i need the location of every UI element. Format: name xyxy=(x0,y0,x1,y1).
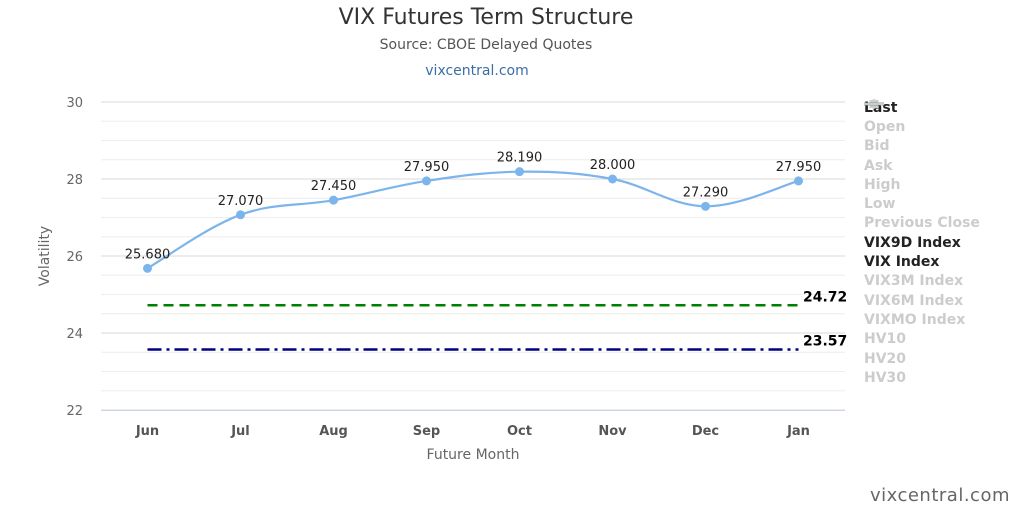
legend-label: VIX9D Index xyxy=(864,234,961,251)
legend-label: VIX Index xyxy=(864,254,940,271)
y-tick-label: 28 xyxy=(66,173,83,188)
vix-index-value-label: 24.72 xyxy=(803,289,847,305)
legend-item-vix9d-index[interactable]: VIX9D Index xyxy=(864,102,980,252)
legend-label: Low xyxy=(864,196,896,213)
y-tick-label: 22 xyxy=(66,404,83,419)
legend-item-low[interactable]: Low xyxy=(864,99,980,213)
x-tick-label: Oct xyxy=(507,424,532,439)
last-data-label: 27.290 xyxy=(683,185,729,200)
last-data-label: 27.450 xyxy=(311,179,357,194)
legend-label: VIX3M Index xyxy=(864,273,964,290)
legend-item-hv10[interactable]: HV10 xyxy=(864,103,980,349)
last-data-point xyxy=(422,176,431,186)
legend-label: Bid xyxy=(864,138,890,155)
legend-label: VIX6M Index xyxy=(864,292,964,309)
y-tick-label: 30 xyxy=(66,96,83,111)
legend-item-previous-close[interactable]: Previous Close xyxy=(864,99,980,233)
legend-label: Previous Close xyxy=(864,215,980,232)
legend-item-high[interactable]: High xyxy=(864,100,980,194)
last-data-label: 27.950 xyxy=(776,160,822,175)
x-tick-label: Nov xyxy=(598,424,627,439)
legend-item-bid[interactable]: Bid xyxy=(864,100,980,156)
legend-item-ask[interactable]: Ask xyxy=(864,99,980,175)
last-data-label: 28.000 xyxy=(590,158,636,173)
chart-legend: Last Open Bid Ask High Low Previous Close VIX9D… xyxy=(864,98,980,387)
legend-item-vix6m-index[interactable]: VIX6M Index xyxy=(864,103,980,310)
y-axis-title: Volatility xyxy=(37,226,53,286)
legend-item-vixmo-index[interactable]: VIXMO Index xyxy=(864,103,980,329)
last-data-label: 27.070 xyxy=(218,194,264,209)
x-axis-title: Future Month xyxy=(427,447,520,463)
last-data-label: 27.950 xyxy=(404,160,450,175)
legend-item-vix3m-index[interactable]: VIX3M Index xyxy=(864,102,980,291)
last-data-point xyxy=(143,263,152,273)
legend-item-open[interactable]: Open xyxy=(864,99,980,136)
last-data-point xyxy=(236,210,245,220)
y-tick-label: 24 xyxy=(66,327,83,342)
credit-text[interactable]: vixcentral.com xyxy=(869,485,1010,506)
source-link[interactable]: vixcentral.com xyxy=(425,63,529,79)
legend-label: HV20 xyxy=(864,350,907,367)
legend-label: Open xyxy=(864,118,906,135)
last-data-label: 28.190 xyxy=(497,151,543,166)
legend-item-hv20[interactable]: HV20 xyxy=(864,103,980,368)
x-tick-label: Dec xyxy=(692,424,719,439)
last-data-point xyxy=(701,201,710,211)
last-data-point xyxy=(515,167,524,177)
legend-label: VIXMO Index xyxy=(864,311,966,328)
last-data-label: 25.680 xyxy=(125,247,171,262)
legend-label: High xyxy=(864,176,901,193)
x-tick-label: Jan xyxy=(786,424,810,439)
last-data-point xyxy=(794,176,803,186)
dashed-icon xyxy=(864,103,884,105)
x-tick-label: Jun xyxy=(135,424,159,439)
legend-item-hv30[interactable]: HV30 xyxy=(864,103,980,387)
x-tick-label: Aug xyxy=(319,424,348,439)
x-tick-label: Sep xyxy=(413,424,441,439)
chart-subtitle: Source: CBOE Delayed Quotes xyxy=(379,37,593,53)
legend-label: HV10 xyxy=(864,331,907,348)
vix9d-index-value-label: 23.57 xyxy=(803,334,847,350)
legend-label: HV30 xyxy=(864,369,907,386)
x-tick-label: Jul xyxy=(230,424,250,439)
last-data-point xyxy=(329,195,338,205)
legend-item-vix-index[interactable]: VIX Index xyxy=(864,102,980,271)
last-data-point xyxy=(608,174,617,184)
chart-title: VIX Futures Term Structure xyxy=(338,5,634,30)
y-tick-label: 26 xyxy=(66,250,83,265)
legend-label: Ask xyxy=(864,157,893,174)
